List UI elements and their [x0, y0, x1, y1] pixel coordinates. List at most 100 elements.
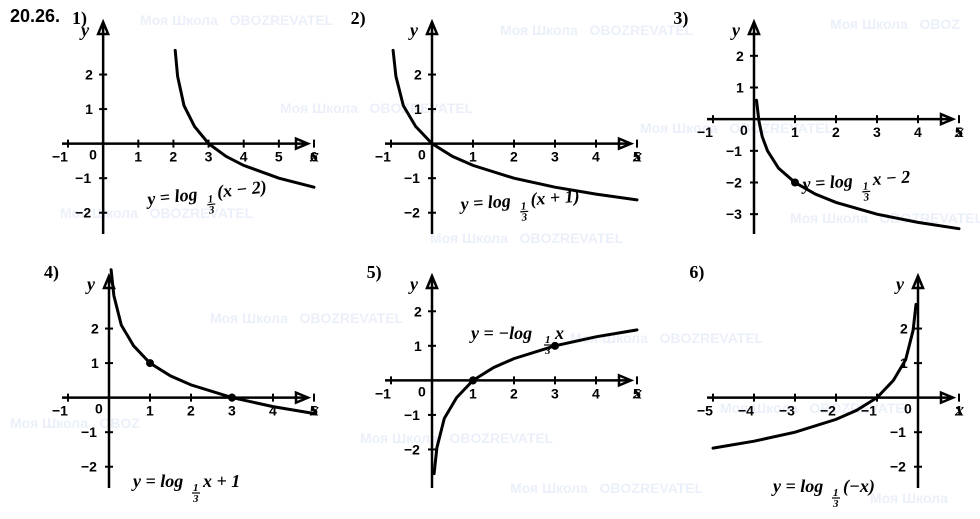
svg-text:5: 5: [275, 149, 283, 165]
svg-text:y = −log: y = −log: [469, 323, 532, 343]
plot-3: xy−1123450−3−2−112y = log13 x − 2: [653, 10, 971, 260]
svg-text:2: 2: [900, 320, 908, 336]
svg-text:1: 1: [414, 101, 422, 117]
svg-text:5: 5: [310, 402, 318, 418]
svg-text:3: 3: [832, 498, 839, 510]
svg-text:1: 1: [736, 80, 744, 96]
plot-2: xy−1123450−2−112y = log13(x + 1): [331, 10, 649, 260]
svg-text:−2: −2: [75, 205, 91, 221]
svg-text:(x − 2): (x − 2): [216, 177, 268, 203]
plot-cell-5: 5)xy−1123450−2−112y = −log13 x: [331, 262, 650, 516]
svg-text:5: 5: [633, 385, 641, 401]
plot-cell-1: 1)xy−11234560−2−112y = log13(x − 2): [8, 4, 327, 258]
svg-text:2: 2: [91, 320, 99, 336]
svg-text:0: 0: [740, 122, 748, 138]
svg-text:2: 2: [85, 67, 93, 83]
svg-text:1: 1: [469, 385, 477, 401]
svg-text:y: y: [408, 20, 419, 40]
plot-cell-2: 2)xy−1123450−2−112y = log13(x + 1): [331, 4, 650, 258]
svg-text:3: 3: [192, 493, 199, 505]
svg-text:(x + 1): (x + 1): [529, 186, 580, 210]
plot-5: xy−1123450−2−112y = −log13 x: [331, 264, 649, 514]
svg-text:x − 2: x − 2: [871, 167, 911, 190]
svg-text:3: 3: [228, 402, 236, 418]
svg-text:−2: −2: [820, 402, 836, 418]
svg-text:−1: −1: [404, 406, 420, 422]
svg-text:−1: −1: [890, 424, 906, 440]
svg-text:1: 1: [469, 149, 477, 165]
svg-text:1: 1: [85, 101, 93, 117]
svg-text:y = log: y = log: [800, 171, 854, 195]
svg-text:−1: −1: [375, 385, 391, 401]
svg-text:y: y: [408, 274, 419, 294]
svg-text:y = log: y = log: [144, 184, 198, 209]
svg-text:3: 3: [551, 149, 559, 165]
svg-text:−1: −1: [697, 124, 713, 140]
svg-text:4: 4: [592, 385, 600, 401]
svg-text:3: 3: [205, 149, 213, 165]
svg-text:2: 2: [414, 67, 422, 83]
svg-text:0: 0: [89, 147, 97, 163]
svg-text:3: 3: [544, 345, 551, 357]
svg-text:x: x: [554, 323, 564, 343]
svg-text:1: 1: [955, 402, 963, 418]
svg-text:x + 1: x + 1: [202, 471, 240, 491]
svg-text:y: y: [894, 274, 905, 294]
svg-text:y = log: y = log: [131, 471, 183, 491]
svg-text:2: 2: [832, 124, 840, 140]
svg-text:2: 2: [510, 149, 518, 165]
plot-grid: 1)xy−11234560−2−112y = log13(x − 2)2)xy−…: [0, 0, 980, 519]
svg-text:1: 1: [791, 124, 799, 140]
plot-cell-3: 3)xy−1123450−3−2−112y = log13 x − 2: [653, 4, 972, 258]
svg-text:1: 1: [134, 149, 142, 165]
svg-text:−2: −2: [404, 205, 420, 221]
svg-text:−4: −4: [738, 402, 754, 418]
svg-text:−1: −1: [52, 402, 68, 418]
svg-text:−1: −1: [726, 143, 742, 159]
plot-cell-6: 6)xy−5−4−3−2−110−2−112y = log13(−x): [653, 262, 972, 516]
svg-text:y: y: [730, 20, 741, 40]
svg-text:y = log: y = log: [771, 476, 823, 496]
plot-4: xy−1123450−2−112y = log13 x + 1: [8, 264, 326, 514]
svg-text:−1: −1: [375, 149, 391, 165]
svg-text:−1: −1: [81, 424, 97, 440]
svg-text:−5: −5: [697, 402, 713, 418]
svg-text:0: 0: [418, 383, 426, 399]
plot-1: xy−11234560−2−112y = log13(x − 2): [8, 10, 326, 260]
plot-cell-4: 4)xy−1123450−2−112y = log13 x + 1: [8, 262, 327, 516]
svg-text:−2: −2: [81, 458, 97, 474]
svg-text:1: 1: [91, 355, 99, 371]
svg-text:−1: −1: [404, 170, 420, 186]
svg-text:4: 4: [240, 149, 248, 165]
svg-text:−1: −1: [75, 170, 91, 186]
svg-text:−2: −2: [726, 175, 742, 191]
svg-text:−3: −3: [779, 402, 795, 418]
svg-text:−1: −1: [52, 149, 68, 165]
svg-text:1: 1: [146, 402, 154, 418]
svg-text:5: 5: [633, 149, 641, 165]
svg-text:0: 0: [95, 400, 103, 416]
svg-text:−3: −3: [726, 206, 742, 222]
svg-text:0: 0: [418, 147, 426, 163]
svg-text:2: 2: [736, 48, 744, 64]
svg-text:3: 3: [207, 204, 215, 217]
svg-text:(−x): (−x): [843, 476, 875, 497]
svg-text:2: 2: [414, 303, 422, 319]
svg-text:y: y: [79, 20, 90, 40]
svg-text:y: y: [85, 274, 96, 294]
svg-text:5: 5: [955, 124, 963, 140]
svg-text:2: 2: [169, 149, 177, 165]
svg-text:2: 2: [187, 402, 195, 418]
svg-text:y = log: y = log: [458, 191, 512, 215]
svg-text:3: 3: [873, 124, 881, 140]
svg-text:4: 4: [592, 149, 600, 165]
svg-text:3: 3: [520, 211, 528, 223]
svg-text:4: 4: [914, 124, 922, 140]
svg-text:2: 2: [510, 385, 518, 401]
plot-6: xy−5−4−3−2−110−2−112y = log13(−x): [653, 264, 971, 514]
svg-text:0: 0: [904, 400, 912, 416]
svg-text:−2: −2: [890, 458, 906, 474]
svg-text:3: 3: [551, 385, 559, 401]
svg-text:6: 6: [310, 149, 318, 165]
svg-text:3: 3: [863, 191, 871, 203]
